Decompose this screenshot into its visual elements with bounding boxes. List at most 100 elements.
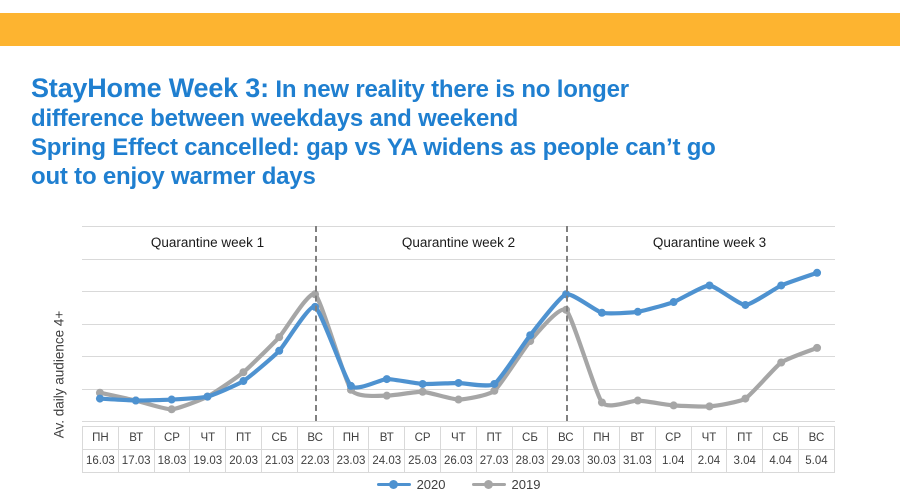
x-axis-weekday-cell: ПТ <box>225 426 262 450</box>
data-point <box>382 391 391 400</box>
x-axis-date-cell: 17.03 <box>117 449 155 473</box>
x-axis-date-cell: 5.04 <box>797 449 836 473</box>
x-axis-weekday-cell: СР <box>404 426 441 450</box>
week-divider <box>566 226 569 421</box>
data-point <box>813 343 822 352</box>
data-point <box>597 308 606 317</box>
gridline <box>82 356 835 357</box>
x-axis-date-cell: 1.04 <box>654 449 692 473</box>
gridline <box>82 291 835 292</box>
legend-label: 2020 <box>416 477 446 492</box>
week-divider <box>315 226 318 421</box>
page-title: StayHome Week 3: In new reality there is… <box>31 74 871 191</box>
data-point <box>131 396 140 405</box>
x-axis-weekday-cell: СР <box>153 426 191 450</box>
data-point <box>705 281 714 290</box>
x-axis-weekday-cell: ЧТ <box>690 426 728 450</box>
headline-line2: difference between weekdays and weekend <box>31 105 519 132</box>
series-lines <box>95 268 822 414</box>
gridline <box>82 421 835 422</box>
headline-lead: StayHome Week 3: <box>31 73 269 103</box>
x-axis-date-cell: 19.03 <box>189 449 227 473</box>
data-point <box>95 388 104 397</box>
legend-marker-icon <box>471 479 506 491</box>
week-label: Quarantine week 2 <box>401 235 516 250</box>
x-axis-date-cell: 2.04 <box>690 449 728 473</box>
x-axis-date-cell: 31.03 <box>618 449 656 473</box>
data-point <box>597 398 606 407</box>
gridline <box>82 323 835 325</box>
data-point <box>490 379 499 388</box>
data-point <box>203 392 212 401</box>
data-point <box>418 379 427 388</box>
data-point <box>382 375 391 384</box>
data-point <box>741 300 750 309</box>
x-axis-date-cell: 16.03 <box>82 449 119 473</box>
headline-line4: out to enjoy warmer days <box>31 163 316 190</box>
x-axis-date-cell: 22.03 <box>296 449 334 473</box>
data-point <box>167 405 176 414</box>
x-axis-weekday-cell: ВС <box>797 426 836 450</box>
x-axis-weekday-cell: СБ <box>762 426 799 450</box>
x-axis-date-row: 16.03 17.03 18.03 19.03 20.03 21.03 22.03 23.03… <box>82 449 836 473</box>
x-axis-weekday-cell: ВС <box>547 426 585 450</box>
x-axis-date-cell: 23.03 <box>332 449 370 473</box>
chart-legend: 2020 2019 <box>82 477 835 492</box>
gridline <box>82 258 835 260</box>
data-point <box>418 387 427 396</box>
data-point <box>669 401 678 410</box>
x-axis-date-cell: 29.03 <box>547 449 585 473</box>
week-label: Quarantine week 1 <box>150 235 265 250</box>
x-axis-weekday-cell: ВС <box>296 426 334 450</box>
x-axis-date-cell: 26.03 <box>439 449 477 473</box>
headline-line1-rest: In new reality there is no longer <box>268 76 629 103</box>
data-point <box>275 333 284 342</box>
x-axis-weekday-cell: ПН <box>82 426 119 450</box>
plot-area <box>82 226 835 422</box>
data-point <box>95 394 104 403</box>
data-point <box>669 298 678 307</box>
legend-item-2020[interactable]: 2020 <box>376 477 446 492</box>
x-axis-weekday-cell: ПТ <box>475 426 513 450</box>
gridline <box>82 388 835 390</box>
headline-line3: Spring Effect cancelled: gap vs YA widen… <box>31 134 716 161</box>
x-axis-date-cell: 27.03 <box>475 449 513 473</box>
legend-item-2019[interactable]: 2019 <box>471 477 540 492</box>
data-point <box>633 396 642 405</box>
data-point <box>526 331 535 340</box>
legend-marker-icon <box>376 479 411 491</box>
x-axis-date-cell: 20.03 <box>225 449 262 473</box>
x-axis-weekday-cell: СБ <box>511 426 549 450</box>
x-axis-weekday-cell: ВТ <box>368 426 406 450</box>
data-point <box>454 378 463 387</box>
x-axis-weekday-cell: ВТ <box>618 426 656 450</box>
x-axis-date-cell: 30.03 <box>583 449 620 473</box>
audience-line-chart: Av. daily audience 4+ Quarantine week 1 Q… <box>0 215 900 503</box>
data-point <box>239 377 248 386</box>
data-point <box>167 395 176 404</box>
x-axis-date-cell: 28.03 <box>511 449 549 473</box>
data-point <box>741 394 750 403</box>
x-axis-date-cell: 21.03 <box>260 449 298 473</box>
x-axis-weekday-cell: ВТ <box>117 426 155 450</box>
x-axis-date-cell: 4.04 <box>762 449 799 473</box>
x-axis-weekday-row: ПН ВТ СР ЧТ ПТ СБ ВС ПН ВТ СР ЧТ ПТ СБ ВС ПН ВТ СР ЧТ ПТ СБ… <box>82 426 836 450</box>
series-line-2019 <box>97 292 820 412</box>
data-point <box>777 358 786 367</box>
data-point <box>454 395 463 404</box>
data-point <box>346 381 355 390</box>
data-point <box>705 402 714 411</box>
x-axis-weekday-cell: ЧТ <box>439 426 477 450</box>
series-2020 <box>95 268 822 405</box>
data-point <box>777 281 786 290</box>
x-axis-weekday-cell: СР <box>654 426 692 450</box>
x-axis-weekday-cell: ЧТ <box>189 426 227 450</box>
data-point <box>633 307 642 316</box>
x-axis-weekday-cell: ПН <box>583 426 620 450</box>
x-axis-weekday-cell: СБ <box>260 426 298 450</box>
x-axis-table: ПН ВТ СР ЧТ ПТ СБ ВС ПН ВТ СР ЧТ ПТ СБ ВС ПН ВТ СР ЧТ ПТ СБ… <box>82 426 836 473</box>
top-accent-band <box>0 13 900 46</box>
x-axis-date-cell: 25.03 <box>404 449 441 473</box>
x-axis-weekday-cell: ПТ <box>726 426 764 450</box>
